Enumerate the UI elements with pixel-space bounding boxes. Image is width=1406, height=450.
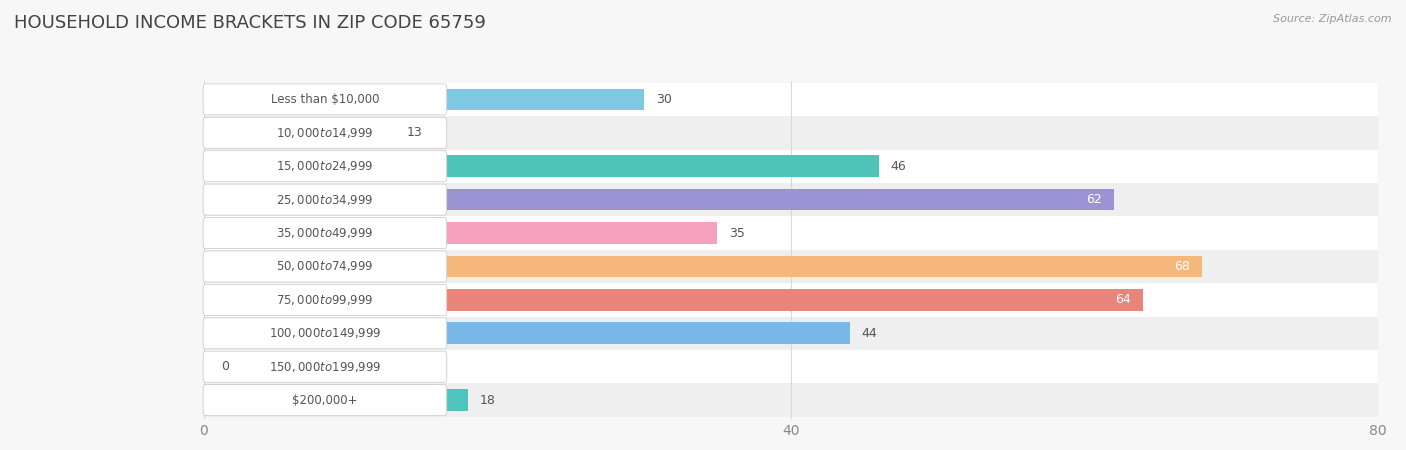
Text: 62: 62 xyxy=(1087,193,1102,206)
Bar xyxy=(204,183,1378,216)
Text: $200,000+: $200,000+ xyxy=(292,394,357,407)
Bar xyxy=(204,317,1378,350)
FancyBboxPatch shape xyxy=(202,385,447,416)
Bar xyxy=(204,122,395,144)
Text: $15,000 to $24,999: $15,000 to $24,999 xyxy=(276,159,374,173)
Bar xyxy=(204,256,1202,277)
Text: $50,000 to $74,999: $50,000 to $74,999 xyxy=(276,260,374,274)
Bar xyxy=(204,89,644,110)
Text: $100,000 to $149,999: $100,000 to $149,999 xyxy=(269,326,381,340)
FancyBboxPatch shape xyxy=(202,351,447,382)
Text: $75,000 to $99,999: $75,000 to $99,999 xyxy=(276,293,374,307)
Bar xyxy=(204,389,468,411)
Bar xyxy=(204,356,209,378)
FancyBboxPatch shape xyxy=(202,217,447,248)
FancyBboxPatch shape xyxy=(202,284,447,315)
FancyBboxPatch shape xyxy=(202,184,447,215)
FancyBboxPatch shape xyxy=(202,318,447,349)
Text: 44: 44 xyxy=(862,327,877,340)
Bar xyxy=(204,283,1378,317)
Text: 30: 30 xyxy=(655,93,672,106)
Text: 46: 46 xyxy=(890,160,907,173)
Text: $25,000 to $34,999: $25,000 to $34,999 xyxy=(276,193,374,207)
Text: 18: 18 xyxy=(479,394,496,407)
Bar xyxy=(204,83,1378,116)
Bar xyxy=(204,250,1378,283)
FancyBboxPatch shape xyxy=(202,151,447,182)
FancyBboxPatch shape xyxy=(202,117,447,148)
Bar xyxy=(204,116,1378,149)
Text: 64: 64 xyxy=(1115,293,1132,306)
Bar xyxy=(204,350,1378,383)
Text: 35: 35 xyxy=(730,226,745,239)
Bar xyxy=(204,323,849,344)
Bar xyxy=(204,383,1378,417)
Text: Source: ZipAtlas.com: Source: ZipAtlas.com xyxy=(1274,14,1392,23)
Text: 68: 68 xyxy=(1174,260,1189,273)
Bar xyxy=(204,155,879,177)
Text: Less than $10,000: Less than $10,000 xyxy=(271,93,380,106)
Bar xyxy=(204,289,1143,311)
FancyBboxPatch shape xyxy=(202,84,447,115)
Text: $150,000 to $199,999: $150,000 to $199,999 xyxy=(269,360,381,374)
Text: $10,000 to $14,999: $10,000 to $14,999 xyxy=(276,126,374,140)
FancyBboxPatch shape xyxy=(202,251,447,282)
Text: 0: 0 xyxy=(222,360,229,373)
Bar xyxy=(204,189,1114,211)
Bar xyxy=(204,149,1378,183)
Text: 13: 13 xyxy=(406,126,422,140)
Text: HOUSEHOLD INCOME BRACKETS IN ZIP CODE 65759: HOUSEHOLD INCOME BRACKETS IN ZIP CODE 65… xyxy=(14,14,486,32)
Text: $35,000 to $49,999: $35,000 to $49,999 xyxy=(276,226,374,240)
Bar xyxy=(204,216,1378,250)
Bar xyxy=(204,222,717,244)
